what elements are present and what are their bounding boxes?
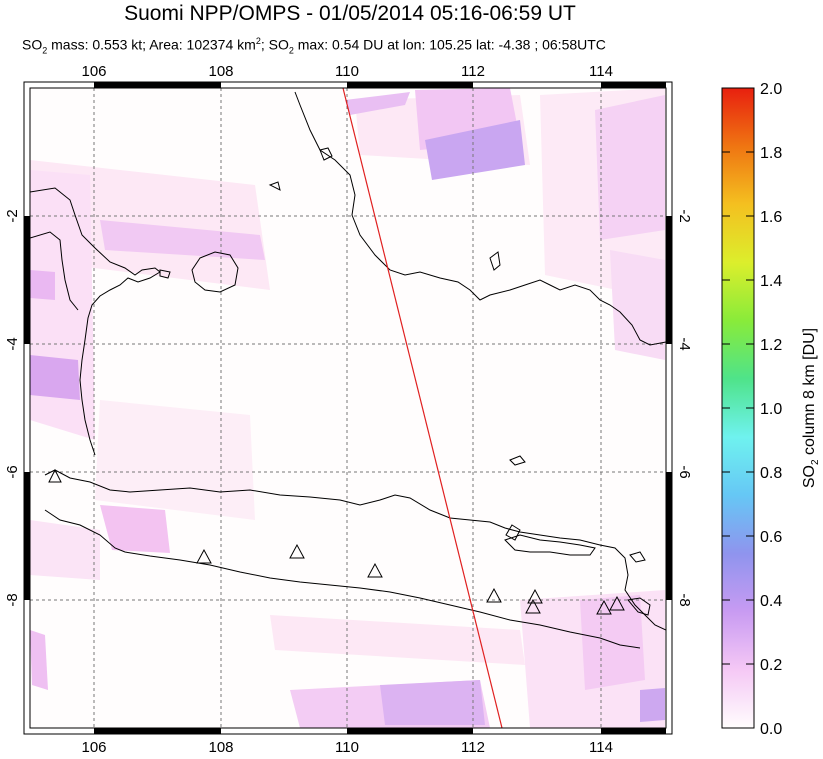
colorbar-ticks [722, 87, 754, 729]
lon-tick-label: 112 [461, 739, 485, 756]
swath-high-north [425, 120, 525, 180]
triangle-icon [596, 599, 612, 615]
map-title: Suomi NPP/OMPS - 01/05/2014 05:16-06:59 … [124, 2, 576, 25]
lat-tick-label: -6 [4, 465, 21, 478]
lat-labels-left: -2 -4 -6 -8 [4, 209, 21, 606]
lat-tick-label: -4 [4, 337, 21, 350]
triangle-icon [196, 548, 212, 564]
so2-swaths [30, 88, 665, 728]
colorbar-label: SO2 column 8 km [DU] [801, 328, 821, 488]
lat-tick-label: -6 [676, 465, 693, 478]
outer-frame [23, 81, 673, 735]
colorbar-tick-label: 1.2 [760, 337, 782, 354]
triangle-icon [525, 598, 541, 614]
borneo-coast [294, 91, 666, 346]
colorbar-tick-label: 0.4 [760, 593, 782, 610]
triangle-icon [609, 595, 625, 611]
triangle-icon [486, 587, 502, 603]
colorbar-tick-label: 1.8 [760, 145, 782, 162]
lon-labels-bottom: 106 108 110 112 114 [81, 739, 612, 756]
lon-tick-label: 112 [461, 63, 485, 80]
coastlines [30, 91, 666, 649]
map-subtitle: SO2 mass: 0.553 kt; Area: 102374 km2; SO… [22, 36, 606, 56]
colorbar-tick-label: 2.0 [760, 81, 782, 98]
java-north-coast [44, 469, 666, 631]
colorbar-tick-label: 0.2 [760, 657, 782, 674]
lon-tick-label: 114 [589, 63, 613, 80]
sumatra-coast [30, 187, 161, 456]
lat-tick-label: -2 [676, 209, 693, 222]
lon-tick-label: 110 [335, 739, 359, 756]
java-south-coast [44, 509, 641, 649]
lon-labels-top: 106 108 110 112 114 [81, 63, 612, 80]
lon-tick-label: 106 [81, 63, 106, 80]
lat-tick-label: -2 [4, 209, 21, 222]
frame-bars [24, 82, 672, 734]
lon-tick-label: 108 [208, 63, 233, 80]
lat-tick-label: -8 [676, 593, 693, 606]
graticule [30, 88, 666, 728]
lon-tick-label: 114 [589, 739, 613, 756]
colorbar-tick-label: 0.0 [760, 721, 782, 738]
orbit-track-line [342, 87, 503, 729]
triangle-icon [289, 543, 305, 559]
lon-tick-label: 106 [81, 739, 106, 756]
triangle-icon [367, 562, 383, 578]
colorbar-tick-label: 1.6 [760, 209, 782, 226]
madura-island [504, 534, 596, 556]
lon-tick-label: 108 [208, 739, 233, 756]
lon-tick-label: 110 [335, 63, 359, 80]
colorbar-tick-label: 0.8 [760, 465, 782, 482]
volcano-markers [48, 468, 625, 615]
lat-tick-label: -4 [676, 337, 693, 350]
colorbar-tick-label: 1.4 [760, 273, 782, 290]
triangle-icon [48, 468, 62, 483]
colorbar-tick-labels: 0.0 0.2 0.4 0.6 0.8 1.0 1.2 1.4 1.6 1.8 … [760, 81, 782, 738]
bali-island [627, 597, 651, 616]
colorbar-tick-label: 1.0 [760, 401, 782, 418]
colorbar-tick-label: 0.6 [760, 529, 782, 546]
swath-high-west [30, 355, 80, 400]
lat-tick-label: -8 [4, 593, 21, 606]
belitung-island [191, 251, 239, 293]
lat-labels-right: -2 -4 -6 -8 [676, 209, 693, 606]
